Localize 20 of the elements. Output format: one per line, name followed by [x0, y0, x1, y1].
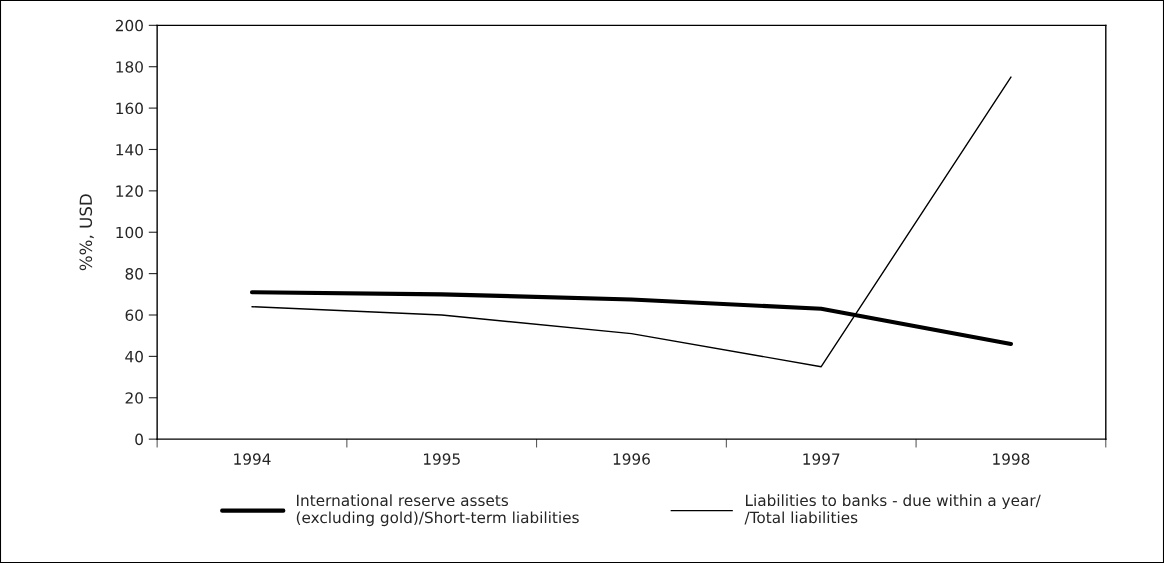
y-tick-label: 60	[125, 309, 143, 322]
y-tick-label: 100	[116, 226, 143, 239]
y-tick-label: 20	[125, 392, 143, 404]
x-tick-label: 1995	[423, 453, 460, 465]
y-tick-label: 120	[116, 185, 143, 197]
x-tick-label: 1998	[993, 453, 1030, 465]
y-axis-title: %%, USD	[79, 194, 94, 271]
y-tick-label: 180	[116, 61, 143, 73]
legend-label: International reserve assets (excluding gold)/Short-term liabilities	[296, 494, 579, 527]
x-tick-label: 1996	[613, 453, 650, 465]
y-tick-label: 80	[125, 268, 143, 280]
line-series	[251, 76, 1012, 368]
legend-label: Liabilities to banks - due within a year/ /Total liabilities	[744, 494, 1041, 525]
y-tick-label: 160	[116, 102, 143, 115]
x-tick-label: 1997	[803, 453, 840, 465]
y-tick-label: 200	[115, 19, 143, 32]
x-tick-label: 1994	[234, 453, 271, 465]
y-tick-label: 40	[125, 350, 143, 363]
y-tick-label: 140	[116, 143, 143, 156]
y-tick-label: 0	[135, 433, 143, 446]
